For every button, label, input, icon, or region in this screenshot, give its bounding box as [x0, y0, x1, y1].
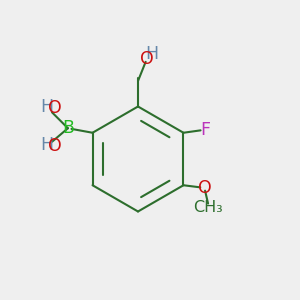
Text: O: O	[198, 179, 212, 197]
Text: O: O	[140, 50, 154, 68]
Text: CH₃: CH₃	[193, 200, 223, 215]
Text: O: O	[48, 100, 62, 118]
Text: F: F	[200, 121, 210, 139]
Text: H: H	[145, 45, 158, 63]
Text: O: O	[48, 137, 62, 155]
Text: H: H	[40, 136, 53, 155]
Text: B: B	[62, 119, 74, 137]
Text: H: H	[40, 98, 53, 116]
